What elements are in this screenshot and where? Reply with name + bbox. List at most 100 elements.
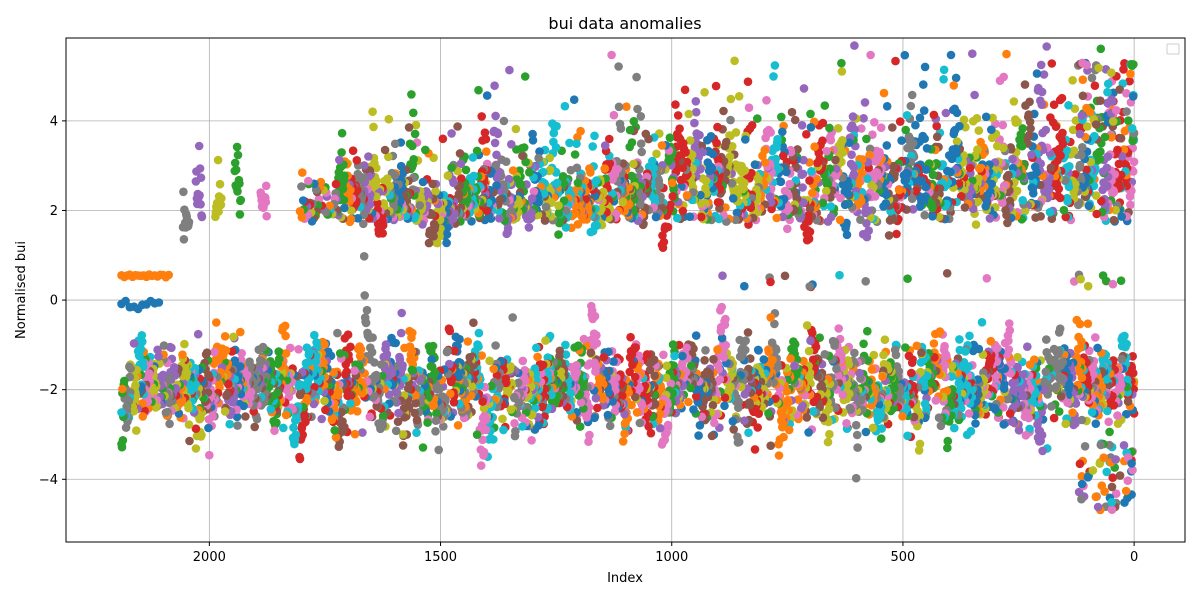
scatter-point (591, 393, 601, 403)
scatter-point (853, 443, 862, 452)
scatter-point (668, 340, 678, 349)
scatter-point (861, 427, 871, 437)
scatter-point (769, 72, 778, 81)
scatter-point (590, 131, 599, 141)
scatter-point (960, 203, 970, 212)
scatter-point (890, 345, 900, 355)
scatter-point (668, 192, 677, 201)
scatter-point (1075, 163, 1084, 172)
scatter-point (995, 76, 1005, 85)
scatter-point (822, 146, 831, 156)
scatter-point (1033, 433, 1043, 442)
scatter-point (1091, 333, 1100, 342)
scatter-point (701, 346, 710, 355)
scatter-point (587, 310, 596, 320)
scatter-point (684, 109, 694, 119)
scatter-point (703, 158, 713, 167)
scatter-point (673, 111, 683, 120)
scatter-point (1045, 207, 1055, 217)
scatter-point (1074, 367, 1084, 377)
scatter-point (652, 149, 661, 159)
scatter-point (490, 81, 499, 90)
scatter-point (878, 372, 887, 382)
scatter-point (1091, 419, 1101, 429)
scatter-point (805, 176, 814, 185)
scatter-point (949, 105, 958, 115)
scatter-point (1092, 209, 1101, 219)
scatter-point (1059, 205, 1069, 215)
scatter-point (866, 50, 875, 60)
scatter-point (585, 164, 594, 173)
scatter-point (1047, 59, 1057, 68)
scatter-point (453, 421, 463, 430)
scatter-point (919, 106, 929, 115)
scatter-point (985, 214, 995, 223)
scatter-point (821, 186, 831, 196)
scatter-point (777, 112, 786, 122)
scatter-point (810, 142, 819, 151)
scatter-point (570, 150, 580, 159)
scatter-point (499, 116, 509, 126)
scatter-point (620, 429, 629, 439)
scatter-point (554, 209, 564, 218)
scatter-point (1097, 196, 1106, 206)
scatter-point (744, 428, 753, 438)
scatter-point (378, 411, 388, 421)
scatter-point (728, 417, 738, 426)
scatter-point (1036, 96, 1045, 105)
scatter-point (1026, 124, 1035, 133)
scatter-point (880, 335, 890, 345)
scatter-point (861, 208, 870, 218)
scatter-point (400, 343, 409, 353)
scatter-point (453, 122, 462, 131)
scatter-point (657, 440, 667, 449)
scatter-point (534, 153, 543, 163)
scatter-point (764, 409, 773, 418)
scatter-point (626, 332, 635, 342)
scatter-point (919, 80, 928, 89)
scatter-point (1087, 407, 1097, 417)
scatter-point (720, 401, 729, 411)
scatter-point (891, 56, 900, 66)
scatter-point (1068, 76, 1077, 85)
scatter-point (678, 351, 687, 361)
scatter-point (777, 416, 786, 425)
scatter-point (774, 451, 784, 460)
scatter-point (1091, 191, 1101, 200)
scatter-point (423, 418, 432, 427)
scatter-point (867, 365, 877, 374)
scatter-point (632, 408, 642, 417)
scatter-point (599, 353, 609, 362)
scatter-point (1074, 332, 1083, 342)
scatter-point (476, 461, 486, 470)
scatter-point (1021, 431, 1031, 440)
scatter-point (879, 202, 888, 211)
scatter-point (609, 110, 619, 120)
scatter-point (916, 358, 926, 367)
scatter-point (802, 130, 811, 139)
scatter-point (711, 81, 721, 91)
scatter-point (477, 112, 487, 121)
scatter-point (993, 141, 1002, 151)
scatter-point (1084, 201, 1094, 211)
scatter-point (1117, 152, 1127, 161)
scatter-point (888, 123, 897, 132)
scatter-point (665, 133, 675, 142)
scatter-point (808, 407, 818, 416)
scatter-point (694, 431, 703, 440)
scatter-point (1054, 407, 1064, 416)
scatter-point (1103, 406, 1112, 416)
scatter-point (726, 94, 736, 104)
scatter-point (1042, 335, 1051, 344)
scatter-point (823, 437, 833, 447)
scatter-point (823, 217, 833, 226)
scatter-point (499, 425, 508, 435)
scatter-point (636, 139, 646, 148)
scatter-point (862, 134, 871, 144)
scatter-point (518, 151, 527, 160)
scatter-point (778, 151, 788, 161)
scatter-point (848, 112, 858, 121)
scatter-point (600, 141, 610, 150)
scatter-point (903, 431, 912, 441)
